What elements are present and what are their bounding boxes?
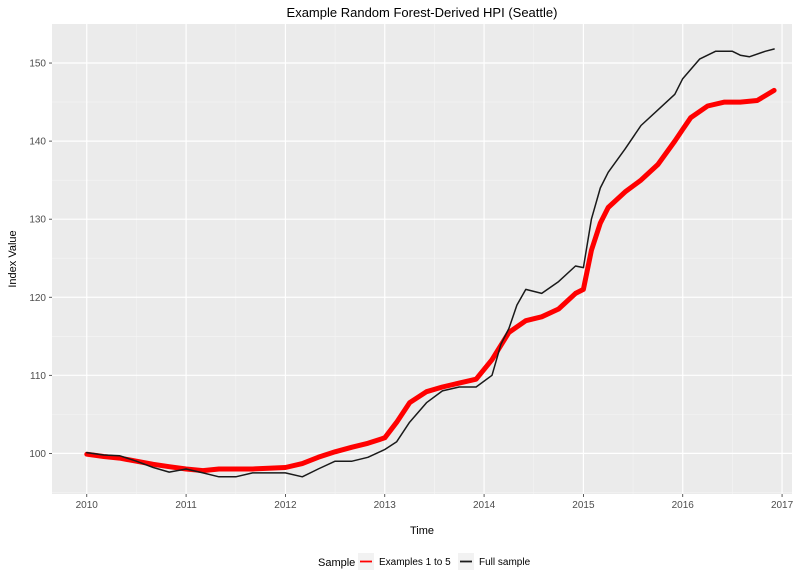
x-axis: 2010 2011 2012 2013 2014 2015 2016 2017 [76,494,794,511]
x-tick-label: 2012 [274,500,297,511]
x-tick-label: 2016 [672,500,695,511]
y-tick-label: 130 [29,215,46,226]
x-axis-title: Time [410,525,434,537]
x-tick-label: 2010 [76,500,99,511]
y-tick-label: 120 [29,293,46,304]
grid-major [52,24,792,494]
legend-label-1: Examples 1 to 5 [379,557,451,568]
y-tick-label: 140 [29,137,46,148]
chart-title: Example Random Forest-Derived HPI (Seatt… [287,5,558,20]
x-tick-label: 2014 [473,500,496,511]
legend-label-2: Full sample [479,557,531,568]
x-tick-label: 2015 [572,500,595,511]
series-layer [84,48,777,478]
legend-items: Examples 1 to 5 Full sample [358,553,531,570]
y-axis-title: Index Value [7,230,19,287]
y-tick-label: 150 [29,59,46,70]
x-tick-label: 2011 [175,500,197,511]
series-line-2 [86,48,775,478]
legend: Sample Examples 1 to 5 Full sample [318,553,531,570]
x-tick-label: 2013 [374,500,397,511]
plot-panel [52,24,792,494]
y-axis: 100 110 120 130 140 150 [29,59,52,460]
series-line-1 [84,87,777,474]
y-tick-label: 110 [30,371,46,382]
grid-minor [52,24,792,494]
x-tick-label: 2017 [771,500,794,511]
y-tick-label: 100 [29,449,46,460]
legend-title: Sample [318,557,355,569]
